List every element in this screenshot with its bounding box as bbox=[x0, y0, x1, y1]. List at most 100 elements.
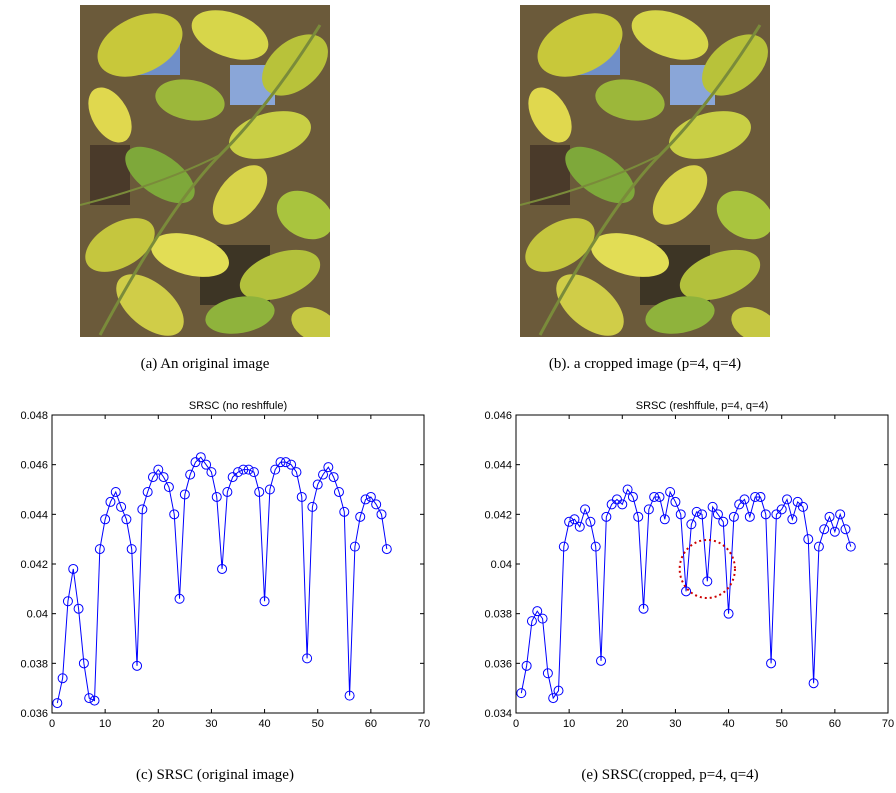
chart2-data-point bbox=[596, 655, 607, 666]
chart2-data-point bbox=[691, 506, 702, 517]
chart2-data-point bbox=[739, 494, 750, 505]
chart2-xtick-label: 70 bbox=[882, 718, 894, 730]
chart2-data-point bbox=[712, 509, 723, 520]
chart1-data-point bbox=[206, 467, 217, 478]
chart1-data-point bbox=[286, 459, 297, 470]
chart1-data-point bbox=[89, 695, 100, 706]
chart2-data-point bbox=[760, 509, 771, 520]
chart1-xtick-label: 60 bbox=[365, 718, 377, 730]
chart2-data-point bbox=[574, 521, 585, 532]
chart2-data-point bbox=[840, 524, 851, 535]
caption-b: (b). a cropped image (p=4, q=4) bbox=[548, 356, 742, 372]
chart1-data-point bbox=[201, 459, 212, 470]
chart2-data-point bbox=[580, 504, 591, 515]
chart2-data-point bbox=[766, 658, 777, 669]
chart2-data-point bbox=[845, 541, 856, 552]
chart1-data-point bbox=[238, 464, 249, 475]
chart1-data-point bbox=[254, 486, 265, 497]
chart2-data-point bbox=[797, 501, 808, 512]
chart1-data-point bbox=[158, 472, 169, 483]
chart1-data-point bbox=[126, 544, 137, 555]
chart1-ytick-label: 0.038 bbox=[20, 658, 48, 670]
chart1-data-point bbox=[217, 563, 228, 574]
chart1-data-point bbox=[68, 563, 79, 574]
chart2-data-point bbox=[755, 491, 766, 502]
caption-c: (c) SRSC (original image) bbox=[136, 767, 294, 783]
chart2-ytick-label: 0.04 bbox=[491, 559, 512, 571]
chart1-data-point bbox=[78, 658, 89, 669]
chart2-data-point bbox=[835, 509, 846, 520]
chart2-xtick-label: 20 bbox=[616, 718, 628, 730]
chart1-xtick-label: 20 bbox=[152, 718, 164, 730]
chart1-xtick-label: 40 bbox=[258, 718, 270, 730]
leaf-photo-original bbox=[80, 5, 330, 337]
chart2-data-point bbox=[654, 491, 665, 502]
chart1-data-point bbox=[323, 462, 334, 473]
chart2-xtick-label: 60 bbox=[829, 718, 841, 730]
cropped-image bbox=[520, 5, 770, 337]
chart2-data-point bbox=[606, 499, 617, 510]
chart1-data-point bbox=[132, 660, 143, 671]
chart2-data-point bbox=[638, 603, 649, 614]
chart2-plot-frame bbox=[515, 414, 889, 714]
chart2-data-point bbox=[526, 616, 537, 627]
chart2-data-point bbox=[665, 486, 676, 497]
chart1-data-point bbox=[344, 690, 355, 701]
chart1-xtick-label: 50 bbox=[312, 718, 324, 730]
chart2-data-point bbox=[627, 491, 638, 502]
chart2-data-point bbox=[782, 494, 793, 505]
chart2-data-point bbox=[590, 541, 601, 552]
chart2-data-point bbox=[776, 504, 787, 515]
chart1-data-point bbox=[360, 494, 371, 505]
chart1-data-point bbox=[270, 464, 281, 475]
chart2-xtick-label: 40 bbox=[722, 718, 734, 730]
chart2-data-point bbox=[681, 586, 692, 597]
chart2-xtick-label: 0 bbox=[513, 718, 519, 730]
chart2-data-point bbox=[542, 668, 553, 679]
chart2-data-point bbox=[670, 496, 681, 507]
chart2-xtick-label: 10 bbox=[563, 718, 575, 730]
chart2-data-point bbox=[659, 514, 670, 525]
chart1-data-point bbox=[248, 467, 259, 478]
chart1-xtick-label: 70 bbox=[418, 718, 430, 730]
chart2-data-point bbox=[697, 509, 707, 520]
chart1-data-point bbox=[211, 491, 222, 502]
chart2-data-point bbox=[808, 678, 819, 689]
chart2-ytick-label: 0.046 bbox=[484, 410, 512, 422]
chart1-ytick-label: 0.048 bbox=[20, 410, 48, 422]
chart1-xtick-label: 0 bbox=[49, 718, 55, 730]
chart1-data-point bbox=[142, 486, 153, 497]
chart1-plot-frame bbox=[51, 414, 425, 714]
chart2-ytick-label: 0.038 bbox=[484, 609, 512, 621]
chart1-data-point bbox=[116, 501, 127, 512]
chart1-series-line bbox=[56, 456, 388, 704]
chart2-data-point bbox=[813, 541, 824, 552]
chart2-ytick-label: 0.042 bbox=[484, 509, 512, 521]
chart1-data-point bbox=[84, 693, 95, 704]
chart1-data-point bbox=[52, 698, 63, 709]
chart2-data-point bbox=[728, 511, 739, 522]
chart1-data-point bbox=[73, 603, 84, 614]
chart2-data-point bbox=[787, 514, 798, 525]
chart2-data-point bbox=[744, 511, 755, 522]
chart2-data-point bbox=[750, 491, 761, 502]
chart1-data-point bbox=[291, 467, 302, 478]
chart1-ytick-label: 0.042 bbox=[20, 559, 48, 571]
chart1-data-point bbox=[365, 491, 376, 502]
chart2-xtick-label: 50 bbox=[776, 718, 788, 730]
chart2-xtick-label: 30 bbox=[669, 718, 681, 730]
chart1-data-point bbox=[62, 596, 73, 607]
chart2-data-point bbox=[633, 511, 644, 522]
chart2-data-point bbox=[611, 494, 622, 505]
chart2-data-point bbox=[585, 516, 596, 527]
chart1-data-point bbox=[381, 544, 392, 555]
chart2-data-point bbox=[548, 693, 559, 704]
chart2-ytick-label: 0.034 bbox=[484, 708, 512, 720]
chart1-ytick-label: 0.044 bbox=[20, 509, 48, 521]
chart1-data-point bbox=[121, 514, 132, 525]
chart1-data-point bbox=[376, 509, 387, 520]
chart1-data-point bbox=[185, 469, 196, 480]
chart1-data-point bbox=[259, 596, 270, 607]
chart2-data-point bbox=[532, 606, 543, 617]
